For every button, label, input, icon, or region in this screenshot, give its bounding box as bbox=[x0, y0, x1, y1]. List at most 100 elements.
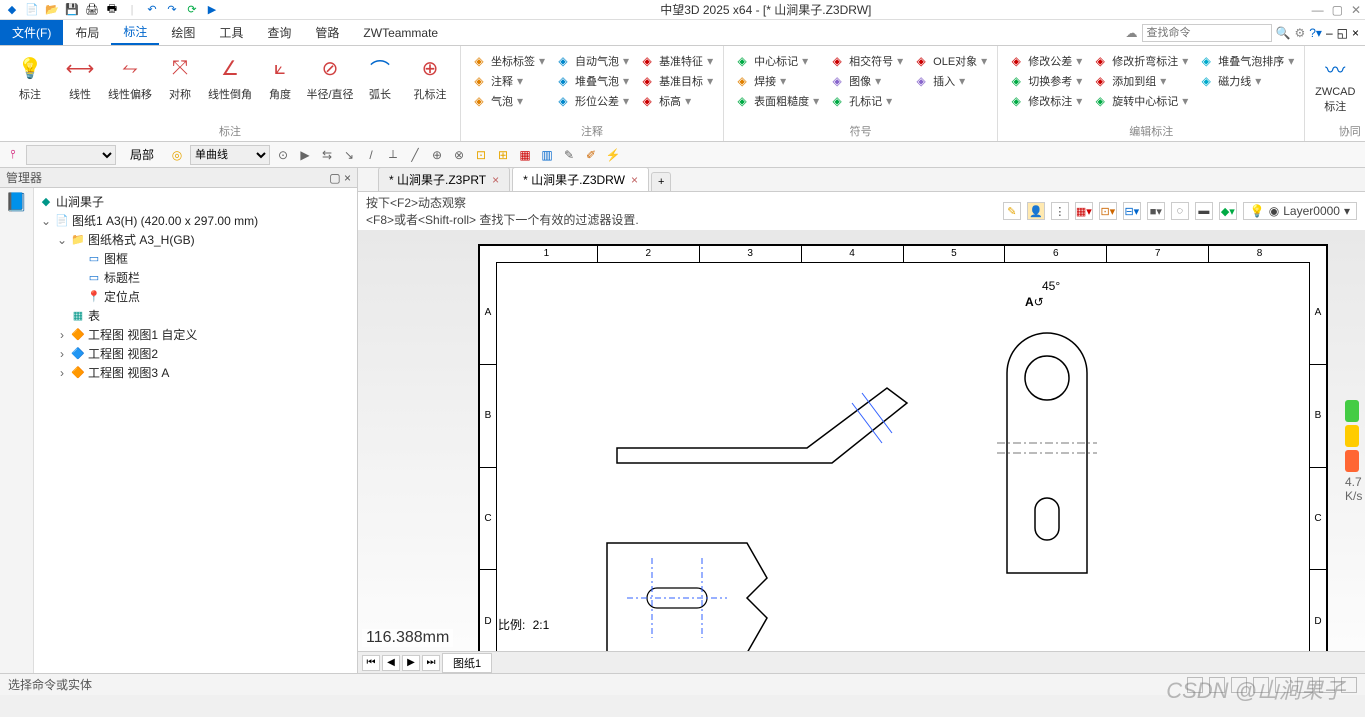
nav-prev[interactable]: ◀ bbox=[382, 655, 400, 671]
ribbon-smbtn[interactable]: ◈坐标标签 ▾ bbox=[467, 52, 549, 70]
filter-select[interactable] bbox=[26, 145, 116, 165]
tb-9[interactable]: ⊗ bbox=[450, 146, 468, 164]
minimize-icon[interactable]: — bbox=[1312, 3, 1324, 17]
ribbon-smbtn[interactable]: ◈基准特征 ▾ bbox=[635, 52, 717, 70]
ribbon-smbtn[interactable]: ◈添加到组 ▾ bbox=[1088, 72, 1192, 90]
vt-1[interactable]: ✎ bbox=[1003, 202, 1021, 220]
tree-expander[interactable]: › bbox=[56, 347, 68, 361]
tab-close-icon[interactable]: × bbox=[492, 173, 499, 187]
drawing-canvas[interactable]: 12345678 ABCD ABCD bbox=[358, 230, 1365, 651]
menu-file[interactable]: 文件(F) bbox=[0, 20, 63, 45]
tree-label[interactable]: 定位点 bbox=[104, 288, 140, 305]
manager-tree[interactable]: ◆山涧果子 ⌄📄图纸1 A3(H) (420.00 x 297.00 mm)⌄📁… bbox=[34, 188, 357, 673]
s7[interactable] bbox=[1319, 677, 1335, 693]
tb-16[interactable]: ⚡ bbox=[604, 146, 622, 164]
tree-label[interactable]: 图框 bbox=[104, 250, 128, 267]
tab-add[interactable]: + bbox=[651, 172, 671, 191]
filter-icon[interactable]: ⫯ bbox=[4, 146, 22, 164]
save-icon[interactable]: 💾 bbox=[64, 2, 80, 18]
ribbon-smbtn[interactable]: ◈形位公差 ▾ bbox=[551, 92, 633, 110]
settings-icon[interactable]: ⚙ bbox=[1294, 26, 1305, 40]
ribbon-btn[interactable]: ⟀角度 bbox=[256, 48, 304, 121]
ribbon-smbtn[interactable]: ◈堆叠气泡排序 ▾ bbox=[1194, 52, 1298, 70]
s3[interactable] bbox=[1231, 677, 1247, 693]
tree-label[interactable]: 工程图 视图3 A bbox=[88, 364, 169, 381]
ribbon-smbtn[interactable]: ◈插入 ▾ bbox=[909, 72, 991, 90]
close2-icon[interactable]: × bbox=[1352, 26, 1359, 40]
vt-6[interactable]: ⊟▾ bbox=[1123, 202, 1141, 220]
vt-3[interactable]: ⋮ bbox=[1051, 202, 1069, 220]
menu-layout[interactable]: 布局 bbox=[63, 20, 111, 45]
ribbon-btn[interactable]: ⥊线性偏移 bbox=[106, 48, 154, 121]
ribbon-smbtn[interactable]: ◈孔标记 ▾ bbox=[825, 92, 907, 110]
vt-10[interactable]: ◆▾ bbox=[1219, 202, 1237, 220]
tree-label[interactable]: 图纸1 A3(H) (420.00 x 297.00 mm) bbox=[72, 212, 258, 229]
tb-1[interactable]: ⊙ bbox=[274, 146, 292, 164]
tree-root[interactable]: 山涧果子 bbox=[56, 193, 104, 210]
s8[interactable] bbox=[1341, 677, 1357, 693]
search-icon[interactable]: 🔍 bbox=[1276, 26, 1291, 40]
tree-expander[interactable] bbox=[72, 252, 84, 266]
menu-pipe[interactable]: 管路 bbox=[303, 20, 351, 45]
tree-expander[interactable] bbox=[72, 271, 84, 285]
menu-teammate[interactable]: ZWTeammate bbox=[351, 20, 450, 45]
redo-icon[interactable]: ↷ bbox=[164, 2, 180, 18]
vt-5[interactable]: ⊡▾ bbox=[1099, 202, 1117, 220]
tree-label[interactable]: 工程图 视图2 bbox=[88, 345, 158, 362]
cloud-icon[interactable]: ☁ bbox=[1126, 26, 1138, 40]
vt-7[interactable]: ■▾ bbox=[1147, 202, 1165, 220]
s5[interactable] bbox=[1275, 677, 1291, 693]
tb-8[interactable]: ⊕ bbox=[428, 146, 446, 164]
tb-6[interactable]: ⟂ bbox=[384, 146, 402, 164]
s6[interactable] bbox=[1297, 677, 1313, 693]
print2-icon[interactable]: 🖶 bbox=[104, 2, 120, 18]
open-icon[interactable]: 📂 bbox=[44, 2, 60, 18]
command-search[interactable] bbox=[1142, 24, 1272, 42]
pin-icon[interactable]: ▢ bbox=[329, 171, 340, 185]
ribbon-smbtn[interactable]: ◈自动气泡 ▾ bbox=[551, 52, 633, 70]
tree-expander[interactable] bbox=[56, 309, 68, 323]
vt-9[interactable]: ▬ bbox=[1195, 202, 1213, 220]
tb-4[interactable]: ↘ bbox=[340, 146, 358, 164]
ribbon-smbtn[interactable]: ◈修改折弯标注 ▾ bbox=[1088, 52, 1192, 70]
menu-tools[interactable]: 工具 bbox=[207, 20, 255, 45]
tree-label[interactable]: 工程图 视图1 自定义 bbox=[88, 326, 197, 343]
menu-annotate[interactable]: 标注 bbox=[111, 20, 159, 45]
s1[interactable] bbox=[1187, 677, 1203, 693]
zwcad-annotate-button[interactable]: 〰ZWCAD标注 bbox=[1311, 48, 1359, 121]
ribbon-btn[interactable]: ⊕孔标注 bbox=[406, 48, 454, 121]
ribbon-smbtn[interactable]: ◈图像 ▾ bbox=[825, 72, 907, 90]
ribbon-smbtn[interactable]: ◈修改公差 ▾ bbox=[1004, 52, 1086, 70]
ribbon-smbtn[interactable]: ◈切换参考 ▾ bbox=[1004, 72, 1086, 90]
ribbon-smbtn[interactable]: ◈修改标注 ▾ bbox=[1004, 92, 1086, 110]
nav-last[interactable]: ⏭ bbox=[422, 655, 440, 671]
tb-14[interactable]: ✎ bbox=[560, 146, 578, 164]
help-icon[interactable]: ?▾ bbox=[1309, 26, 1322, 40]
ribbon-smbtn[interactable]: ◈旋转中心标记 ▾ bbox=[1088, 92, 1192, 110]
ribbon-smbtn[interactable]: ◈气泡 ▾ bbox=[467, 92, 549, 110]
tree-label[interactable]: 图纸格式 A3_H(GB) bbox=[88, 231, 195, 248]
ribbon-smbtn[interactable]: ◈中心标记 ▾ bbox=[730, 52, 823, 70]
tb-2[interactable]: ▶ bbox=[296, 146, 314, 164]
tree-expander[interactable]: › bbox=[56, 328, 68, 342]
tb-11[interactable]: ⊞ bbox=[494, 146, 512, 164]
tab-z3drw[interactable]: * 山涧果子.Z3DRW× bbox=[512, 167, 649, 191]
ribbon-btn[interactable]: ⊘半径/直径 bbox=[306, 48, 354, 121]
tb-12[interactable]: ▦ bbox=[516, 146, 534, 164]
menu-draw[interactable]: 绘图 bbox=[159, 20, 207, 45]
nav-first[interactable]: ⏮ bbox=[362, 655, 380, 671]
close-icon[interactable]: ✕ bbox=[1351, 3, 1361, 17]
maximize-icon[interactable]: ▢ bbox=[1332, 3, 1343, 17]
vt-4[interactable]: ▦▾ bbox=[1075, 202, 1093, 220]
tree-expander[interactable]: › bbox=[56, 366, 68, 380]
layer-selector[interactable]: 💡◉Layer0000▾ bbox=[1243, 202, 1357, 220]
ribbon-btn[interactable]: ⌒弧长 bbox=[356, 48, 404, 121]
ribbon-smbtn[interactable]: ◈堆叠气泡 ▾ bbox=[551, 72, 633, 90]
ribbon-smbtn[interactable]: ◈OLE对象 ▾ bbox=[909, 52, 991, 70]
tree-label[interactable]: 标题栏 bbox=[104, 269, 140, 286]
ribbon-smbtn[interactable]: ◈焊接 ▾ bbox=[730, 72, 823, 90]
tree-expander[interactable]: ⌄ bbox=[56, 233, 68, 247]
ribbon-btn[interactable]: ⟷线性 bbox=[56, 48, 104, 121]
ribbon-smbtn[interactable]: ◈基准目标 ▾ bbox=[635, 72, 717, 90]
nav-next[interactable]: ▶ bbox=[402, 655, 420, 671]
